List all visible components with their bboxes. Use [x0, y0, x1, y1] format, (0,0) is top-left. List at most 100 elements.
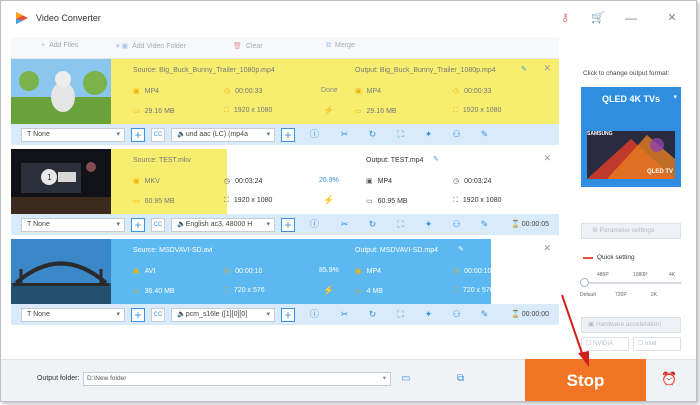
info-icon[interactable]: ⓘ: [309, 309, 319, 319]
out-format-value: ▣ MP4: [355, 267, 381, 275]
resize-icon: ⛶: [224, 287, 229, 294]
status-text: Done: [321, 87, 338, 94]
rotate-icon[interactable]: ↻: [368, 129, 377, 139]
quality-label-1080p: 1080P: [633, 272, 648, 278]
output-info: [345, 59, 559, 124]
file-row[interactable]: Source: Big_Buck_Bunny_Trailer_1080p.mp4…: [11, 59, 559, 149]
audio-select[interactable]: 🔈und aac (LC) (mp4a ▾: [171, 128, 275, 142]
row-controls: T None ▾ + CC 🔈English ac3, 48000 H ▾ + ⓘ …: [11, 214, 559, 235]
subtitle-edit-icon[interactable]: ✎: [480, 309, 489, 319]
watermark-icon[interactable]: ⚇: [452, 309, 461, 319]
stop-button[interactable]: Stop: [525, 359, 646, 401]
cut-icon[interactable]: ✂: [340, 219, 349, 229]
add-video-folder-button[interactable]: ▾ ▣ Add Video Folder: [116, 42, 186, 50]
file-row[interactable]: Source: MSDVAVI-SD.avi ▣ AVI ◷ 00:00:10 ▭ 3…: [11, 239, 559, 329]
add-audio-button[interactable]: +: [281, 128, 295, 142]
crop-icon[interactable]: ⛶: [397, 309, 404, 319]
clear-button[interactable]: 🗑 Clear: [233, 42, 263, 50]
resize-icon: ⛶: [224, 107, 229, 114]
minimize-icon[interactable]: —: [625, 11, 637, 25]
watermark-icon[interactable]: ⚇: [452, 219, 461, 229]
hardware-acceleration-button[interactable]: ▣ Hardware acceleration: [581, 317, 681, 333]
add-files-button[interactable]: + Add Files: [41, 42, 78, 49]
output-folder-field[interactable]: D:\New folder ▾: [83, 372, 391, 386]
info-icon[interactable]: ⓘ: [309, 129, 319, 139]
effect-icon[interactable]: ✦: [424, 309, 433, 319]
source-info: [111, 239, 491, 304]
rotate-icon[interactable]: ↻: [368, 309, 377, 319]
chevron-down-icon: ▾: [382, 375, 386, 382]
output-folder-label: Output folder:: [37, 375, 80, 382]
folder-icon: ▾ ▣: [116, 43, 129, 50]
subtitle-select[interactable]: T None ▾: [21, 128, 125, 142]
merge-button[interactable]: ⧉ Merge: [326, 42, 355, 50]
audio-select[interactable]: 🔈English ac3, 48000 H ▾: [171, 218, 275, 232]
subtitle-select[interactable]: T None ▾: [21, 218, 125, 232]
cut-icon[interactable]: ✂: [340, 309, 349, 319]
cc-icon[interactable]: CC: [151, 308, 165, 322]
source-info: [111, 59, 311, 124]
lightning-icon: ⚡: [323, 105, 335, 115]
quality-slider-handle[interactable]: [580, 278, 589, 287]
format-card[interactable]: QLED 4K TVs ▾ SAMSUNG QLED TV: [581, 87, 681, 187]
watermark-icon[interactable]: ⚇: [452, 129, 461, 139]
add-subtitle-button[interactable]: +: [131, 128, 145, 142]
close-icon[interactable]: ✕: [543, 243, 551, 253]
pencil-icon[interactable]: ✎: [521, 66, 527, 73]
close-icon[interactable]: ✕: [543, 63, 551, 73]
chevron-down-icon: ▾: [266, 131, 270, 138]
elapsed-time: ⌛ 00:00:05: [511, 220, 549, 228]
cc-icon[interactable]: CC: [151, 218, 165, 232]
effect-icon[interactable]: ✦: [424, 219, 433, 229]
pencil-icon[interactable]: ✎: [433, 156, 439, 163]
pencil-icon[interactable]: ✎: [458, 246, 464, 253]
lightning-icon: ⚡: [323, 195, 335, 205]
output-name: Output: MSDVAVI-SD.mp4: [355, 247, 438, 254]
app-title: Video Converter: [36, 13, 101, 23]
duration-value: ◷ 00:03:24: [224, 177, 262, 185]
info-icon[interactable]: ⓘ: [309, 219, 319, 229]
open-folder-icon[interactable]: ⧉: [457, 373, 465, 384]
subtitle-text: None: [33, 311, 50, 318]
status-text: 85.9%: [319, 267, 339, 274]
crop-icon[interactable]: ⛶: [397, 219, 404, 229]
subtitle-select[interactable]: T None ▾: [21, 308, 125, 322]
duration-text: 00:00:33: [235, 88, 263, 95]
folder-icon: ▭: [366, 198, 373, 205]
out-size-text: 29.16 MB: [366, 108, 397, 115]
resize-icon: ⛶: [224, 197, 229, 204]
intel-option[interactable]: ☐ Intel: [633, 337, 681, 351]
key-icon[interactable]: ⚷: [560, 12, 570, 24]
parameter-settings-button[interactable]: ⚙ Parameter settings: [581, 223, 681, 239]
quality-slider[interactable]: [585, 282, 681, 284]
cc-icon[interactable]: CC: [151, 128, 165, 142]
change-format-label: Click to change output format:: [583, 70, 670, 77]
duration-text: 00:00:10: [235, 268, 263, 275]
add-subtitle-button[interactable]: +: [131, 308, 145, 322]
cut-icon[interactable]: ✂: [340, 129, 349, 139]
audio-select[interactable]: 🔈pcm_s16le ([1][0][0] ▾: [171, 308, 275, 322]
alarm-clock-icon[interactable]: ⏰: [661, 371, 678, 386]
format-text: MKV: [144, 178, 160, 185]
quality-label-2k: 2K: [651, 292, 658, 298]
close-icon[interactable]: ✕: [667, 12, 677, 24]
folder-browse-icon[interactable]: ▭: [401, 373, 411, 384]
chevron-down-icon: ▾: [116, 131, 120, 138]
out-resolution-value: ⛶ 720 x 576: [453, 287, 494, 295]
cart-icon[interactable]: 🛒: [591, 12, 605, 24]
crop-icon[interactable]: ⛶: [397, 129, 404, 139]
subtitle-edit-icon[interactable]: ✎: [480, 219, 489, 229]
size-text: 60.95 MB: [144, 198, 175, 205]
hourglass-icon: ⌛: [511, 221, 522, 228]
add-audio-button[interactable]: +: [281, 218, 295, 232]
effect-icon[interactable]: ✦: [424, 129, 433, 139]
nvidia-option[interactable]: ☐ NVIDIA: [581, 337, 629, 351]
subtitle-edit-icon[interactable]: ✎: [480, 129, 489, 139]
close-icon[interactable]: ✕: [543, 153, 551, 163]
out-duration-value: ◷ 00:00:10: [453, 267, 491, 275]
rotate-icon[interactable]: ↻: [368, 219, 377, 229]
add-subtitle-button[interactable]: +: [131, 218, 145, 232]
audio-text: English ac3, 48000 H: [185, 221, 253, 228]
add-audio-button[interactable]: +: [281, 308, 295, 322]
file-row[interactable]: 1 Source: TEST.mkv ▣ MKV ◷ 00:03:24 ▭ 60.95…: [11, 149, 559, 239]
